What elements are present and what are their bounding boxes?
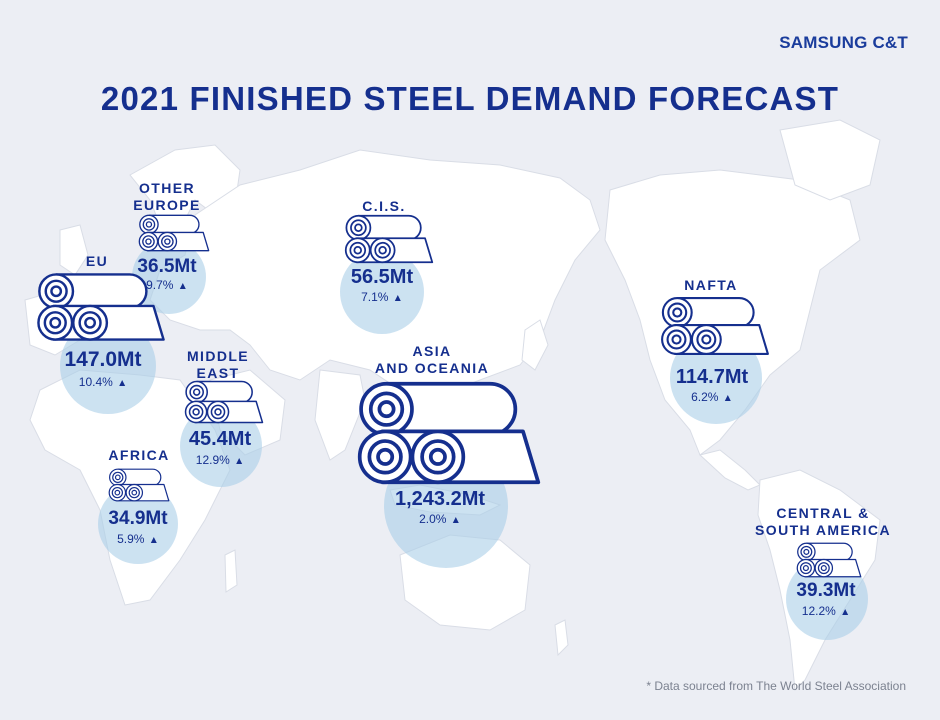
up-triangle-icon: ▲	[117, 378, 128, 389]
brand-logo: SAMSUNG C&T	[779, 33, 908, 52]
up-triangle-icon: ▲	[450, 515, 461, 526]
up-triangle-icon: ▲	[722, 393, 733, 404]
region-label: CENTRAL & SOUTH AMERICA	[755, 505, 891, 539]
region-name: EU	[85, 253, 109, 269]
steel-coil-icon	[661, 297, 769, 355]
demand-value: 45.4Mt	[188, 428, 252, 450]
region-name: C.I.S.	[362, 198, 406, 214]
region-label: MIDDLE EAST	[187, 348, 249, 382]
steel-coil-icon	[37, 273, 165, 341]
source-footnote: * Data sourced from The World Steel Asso…	[646, 679, 906, 693]
up-triangle-icon: ▲	[234, 456, 245, 467]
region-label: C.I.S.	[362, 198, 405, 215]
demand-value: 39.3Mt	[796, 580, 856, 601]
landmass-india	[314, 369, 366, 461]
region-name: ASIA AND OCEANIA	[374, 343, 490, 376]
demand-value: 147.0Mt	[64, 348, 142, 371]
landmass-japan	[521, 319, 549, 371]
region-name: CENTRAL & SOUTH AMERICA	[755, 505, 891, 538]
steel-coil-icon	[108, 468, 170, 502]
region-label: EU	[86, 253, 108, 270]
demand-value: 56.5Mt	[350, 266, 414, 288]
landmass-new-zealand	[554, 619, 569, 657]
region-name: NAFTA	[684, 277, 738, 293]
region-label: AFRICA	[108, 447, 169, 464]
steel-coil-icon	[184, 380, 264, 424]
growth-rate: 5.9% ▲	[117, 532, 159, 546]
region-label: ASIA AND OCEANIA	[375, 343, 489, 377]
demand-circle	[340, 250, 424, 334]
steel-coil-icon	[796, 542, 862, 578]
up-triangle-icon: ▲	[148, 535, 159, 546]
growth-rate: 7.1% ▲	[361, 290, 403, 304]
demand-value: 114.7Mt	[675, 366, 749, 388]
page-title: 2021 FINISHED STEEL DEMAND FORECAST	[100, 80, 840, 117]
region-name: OTHER EUROPE	[133, 180, 201, 213]
up-triangle-icon: ▲	[177, 281, 188, 292]
growth-rate: 12.9% ▲	[195, 453, 245, 467]
region-label: NAFTA	[684, 277, 737, 294]
growth-rate: 12.2% ▲	[801, 604, 851, 618]
landmass-uk	[59, 224, 89, 276]
up-triangle-icon: ▲	[392, 293, 403, 304]
landmass-central-america	[698, 449, 761, 491]
demand-value: 1,243.2Mt	[394, 488, 486, 510]
steel-coil-icon	[344, 214, 434, 264]
region-name: MIDDLE EAST	[186, 348, 250, 381]
demand-value: 36.5Mt	[137, 256, 197, 277]
region-label: OTHER EUROPE	[133, 180, 201, 214]
region-name: AFRICA	[108, 447, 170, 463]
landmass-greenland	[779, 119, 881, 201]
landmass-madagascar	[224, 549, 238, 593]
steel-coil-icon	[357, 381, 541, 485]
growth-rate: 6.2% ▲	[691, 390, 733, 404]
growth-rate: 2.0% ▲	[419, 512, 461, 526]
steel-coil-icon	[138, 214, 210, 252]
demand-value: 34.9Mt	[108, 508, 168, 529]
growth-rate: 9.7% ▲	[146, 278, 188, 292]
growth-rate: 10.4% ▲	[78, 375, 128, 389]
up-triangle-icon: ▲	[840, 607, 851, 618]
